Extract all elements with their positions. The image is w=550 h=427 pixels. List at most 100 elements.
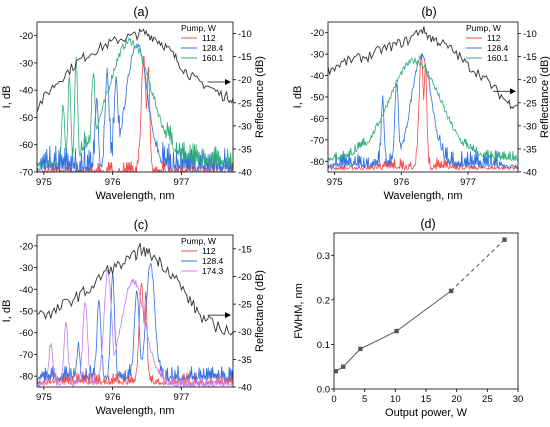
fwhm-extrapolation-line	[450, 239, 505, 292]
y-tick-label: -20	[310, 28, 324, 39]
x-tick-label: 977	[460, 177, 476, 188]
series-line-128.4	[37, 262, 233, 382]
x-tick-label: 975	[327, 177, 343, 188]
y2-tick-label: -40	[238, 168, 252, 179]
x-tick-label: 30	[513, 394, 524, 405]
y2-axis-label: Reflectance (dB)	[254, 56, 266, 138]
y-tick-label: -40	[19, 285, 33, 296]
plot-area	[37, 27, 233, 172]
y-tick-label: 0.0	[317, 385, 330, 396]
x-tick-label: 977	[173, 177, 189, 188]
y-tick-label: -40	[19, 86, 33, 97]
series-line-160.1	[37, 37, 233, 168]
x-tick-label: 5	[362, 394, 367, 405]
y2-tick-label: -15	[238, 244, 252, 255]
reflectance-arrowhead	[225, 79, 231, 85]
plot-area	[328, 26, 518, 172]
y2-tick-label: -35	[238, 355, 252, 366]
y-tick-label: -50	[310, 93, 324, 104]
fwhm-line	[335, 290, 452, 372]
legend-label: 112	[202, 246, 216, 256]
y-axis-label: I, dB	[1, 86, 13, 109]
reflectance-line	[37, 27, 233, 113]
y-tick-label: -70	[19, 350, 33, 361]
y-tick-label: 0.3	[317, 251, 330, 262]
panel-c: 975 976 977 -20 -30 -40 -50 -60 -70 -80 -15 -20 -25 -…	[1, 218, 266, 417]
x-axis-label: Wavelength, nm	[383, 190, 462, 202]
panel-label: (c)	[134, 218, 149, 232]
series-line-174.3	[37, 269, 233, 387]
legend-label: 160.1	[487, 53, 509, 63]
y2-tick-label: -10	[523, 29, 537, 40]
y-tick-label: -30	[310, 50, 324, 61]
reflectance-line	[37, 242, 233, 336]
y2-tick-label: -25	[238, 300, 252, 311]
y2-tick-label: -30	[523, 121, 537, 132]
reflectance-arrowhead	[510, 88, 516, 95]
y-tick-label: 0.2	[317, 295, 330, 306]
y-tick-label: -70	[19, 168, 33, 179]
fwhm-point	[502, 237, 507, 242]
y-axis-label: I, dB	[292, 86, 304, 109]
x-tick-label: 10	[390, 394, 401, 405]
series-line-160.1	[328, 57, 518, 162]
panel-label: (a)	[133, 5, 148, 19]
fwhm-point	[333, 368, 339, 374]
legend-label: 128.4	[202, 43, 224, 53]
y2-axis-label: Reflectance (dB)	[539, 56, 550, 138]
legend-label: 128.4	[487, 43, 509, 53]
plot-frame	[333, 232, 519, 390]
x-tick-label: 976	[393, 177, 409, 188]
y-tick-label: -30	[19, 58, 33, 69]
plot-area	[37, 242, 233, 387]
x-axis-label: Wavelength, nm	[95, 405, 174, 417]
x-axis-label: Output power, W	[385, 407, 468, 419]
y2-tick-label: -10	[238, 29, 252, 40]
y-tick-label: -20	[19, 241, 33, 252]
legend-label: 160.1	[202, 53, 224, 63]
x-tick-label: 15	[421, 394, 432, 405]
x-axis-label: Wavelength, nm	[95, 190, 174, 202]
fwhm-point	[394, 328, 399, 334]
x-tick-label: 976	[105, 392, 121, 403]
plot-frame	[36, 21, 234, 173]
x-tick-label: 25	[482, 394, 493, 405]
y-tick-label: 0.1	[317, 340, 330, 351]
x-tick-label: 976	[105, 177, 121, 188]
panel-d: 0 5 10 15 20 25 30 0.0 0.1 0.2 0.3 Output power, W F…	[293, 217, 523, 419]
y2-tick-label: -40	[238, 383, 252, 394]
y2-tick-label: -25	[523, 98, 537, 109]
legend-label: 174.3	[202, 266, 224, 276]
legend-label: 112	[202, 33, 216, 43]
y2-tick-label: -30	[238, 121, 252, 132]
legend-title: Pump, W	[466, 23, 501, 33]
y2-tick-label: -25	[238, 98, 252, 109]
y-tick-label: -30	[19, 263, 33, 274]
y-tick-label: -60	[19, 328, 33, 339]
series-line-112	[328, 53, 518, 172]
y-tick-label: -50	[19, 307, 33, 318]
y-tick-label: -20	[19, 31, 33, 42]
y-axis-label: I, dB	[1, 300, 13, 323]
y2-tick-label: -30	[238, 327, 252, 338]
series-line-128.4	[37, 43, 233, 172]
y2-tick-label: -20	[523, 75, 537, 86]
legend-title: Pump, W	[181, 236, 216, 246]
y-tick-label: -60	[310, 114, 324, 125]
x-tick-label: 975	[36, 177, 52, 188]
series-line-128.4	[328, 53, 518, 169]
y2-tick-label: -35	[523, 144, 537, 155]
reflectance-line	[328, 26, 518, 110]
y2-tick-label: -20	[238, 272, 252, 283]
y-tick-label: -80	[310, 157, 324, 168]
y-tick-label: -70	[310, 135, 324, 146]
legend-label: 128.4	[202, 256, 224, 266]
reflectance-arrowhead	[225, 312, 231, 319]
fwhm-point	[341, 364, 346, 369]
y2-axis-label: Reflectance (dB)	[254, 270, 266, 352]
legend-title: Pump, W	[181, 23, 216, 33]
x-tick-label: 977	[173, 392, 189, 403]
x-tick-label: 975	[36, 392, 52, 403]
y2-tick-label: -15	[238, 52, 252, 63]
